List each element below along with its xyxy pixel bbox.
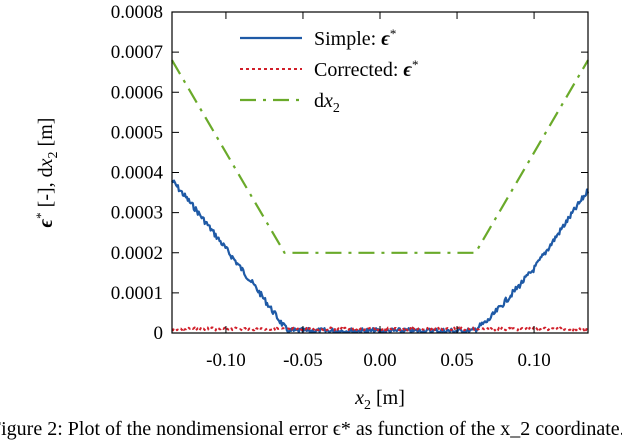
series-line-2 <box>171 326 589 332</box>
y-tick-label: 0.0005 <box>111 122 163 143</box>
x-tick-label: -0.05 <box>283 350 323 371</box>
series-line-3 <box>171 59 589 254</box>
legend-label-3: dx2​ <box>314 90 340 116</box>
x-tick-label: 0.00 <box>363 350 396 371</box>
x-tick-label: 0.10 <box>517 350 550 371</box>
y-tick-label: 0.0002 <box>111 243 163 264</box>
y-tick-label: 0.0003 <box>111 203 163 224</box>
x-axis-label: x2​ [m] <box>354 387 405 413</box>
legend-label-2: Corrected: ϵ*​ <box>314 57 419 81</box>
series-layer <box>171 59 590 334</box>
legend-label-1: Simple: ϵ*​ <box>314 26 396 50</box>
chart: 0 0.0001 0.0002 0.0003 0.0004 0.0005 0.0006 0.0… <box>33 2 590 413</box>
axis-labels: x2​ [m] ϵ*​ [-], dx2​ [m] <box>33 118 405 413</box>
legend: Simple: ϵ*​ Corrected: ϵ*​ dx2​ <box>240 26 419 116</box>
figure-caption: Figure 2: Plot of the nondimensional err… <box>0 418 622 440</box>
y-tick-label: 0.0008 <box>111 2 163 23</box>
y-tick-label: 0.0004 <box>111 163 164 184</box>
x-tick-label: -0.10 <box>206 350 246 371</box>
series-line-1 <box>171 179 590 334</box>
axes: 0 0.0001 0.0002 0.0003 0.0004 0.0005 0.0006 0.0… <box>111 2 589 371</box>
x-tick-label: 0.05 <box>440 350 473 371</box>
y-tick-label: 0.0007 <box>111 42 163 63</box>
y-axis-label: ϵ*​ [-], dx2​ [m] <box>33 118 61 228</box>
y-tick-label: 0 <box>154 323 164 344</box>
y-tick-label: 0.0001 <box>111 283 163 304</box>
y-tick-label: 0.0006 <box>111 82 163 103</box>
